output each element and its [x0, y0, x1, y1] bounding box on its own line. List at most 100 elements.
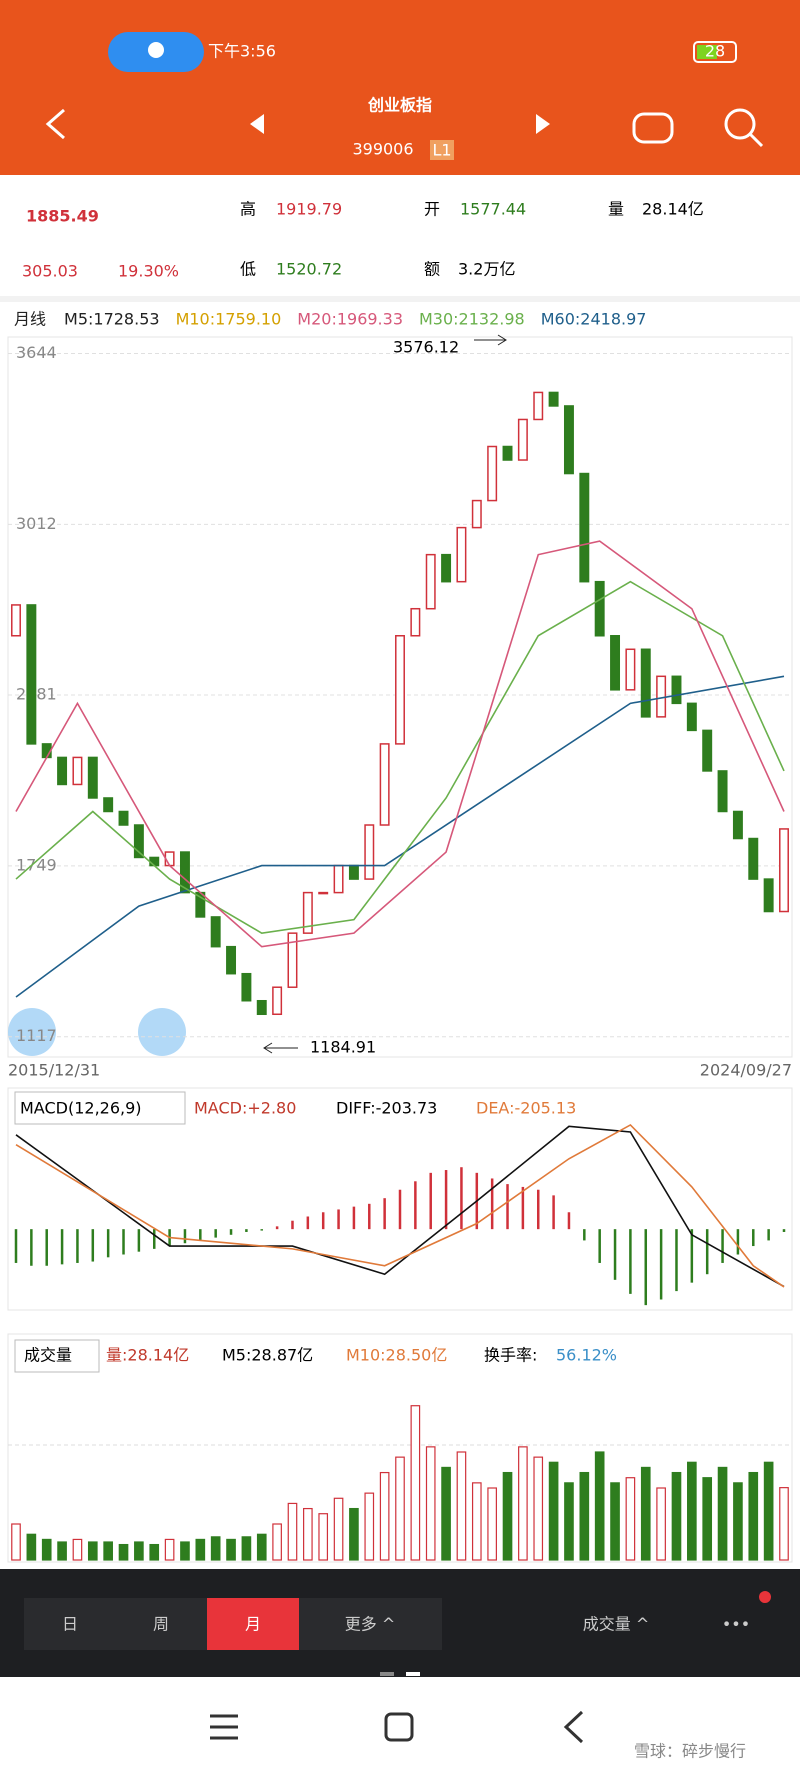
page-dot	[406, 1672, 420, 1676]
candle	[179, 851, 190, 894]
volume-bar	[272, 1523, 282, 1561]
candle	[318, 891, 329, 895]
volume-bar	[748, 1471, 759, 1561]
volume-bar	[303, 1507, 313, 1561]
indicator-button[interactable]: 成交量 ^	[583, 1615, 650, 1634]
y-tick-label: 3644	[16, 343, 57, 362]
volume-bar	[594, 1451, 605, 1561]
volume-label: 量	[608, 200, 624, 219]
ma-legend: M30:2132.98	[419, 310, 525, 329]
tab[interactable]: 月	[245, 1615, 261, 1634]
expand-button[interactable]	[138, 1008, 186, 1056]
candle	[118, 810, 129, 826]
volume-bar	[26, 1533, 37, 1561]
volume-bar	[717, 1466, 728, 1561]
y-tick-label: 1117	[16, 1026, 57, 1045]
tab-selected[interactable]	[207, 1598, 299, 1650]
volume-bar	[779, 1487, 789, 1561]
volume-box[interactable]	[14, 1339, 100, 1373]
low-marker: 1184.91	[310, 1038, 376, 1057]
x-start: 2015/12/31	[8, 1061, 100, 1080]
search-icon[interactable]	[724, 108, 756, 140]
volume-bar	[687, 1461, 697, 1561]
low: 1520.72	[276, 260, 342, 279]
back-button[interactable]	[45, 108, 65, 140]
level: L1	[432, 141, 451, 160]
more-button[interactable]: •••	[722, 1615, 750, 1634]
macd-box[interactable]	[14, 1091, 186, 1125]
dea-line	[15, 1123, 785, 1288]
candle	[149, 856, 160, 867]
ma-line	[15, 675, 785, 998]
candle	[395, 635, 405, 745]
volume-bar	[226, 1538, 236, 1561]
amount: 3.2万亿	[458, 260, 515, 279]
back-nav[interactable]	[563, 1710, 584, 1744]
turnover-label: 换手率:	[484, 1346, 537, 1365]
amount-label: 额	[424, 260, 440, 279]
candle	[563, 405, 574, 475]
candle	[410, 607, 421, 637]
ma-legend: M20:1969.33	[297, 310, 403, 329]
divider	[0, 296, 800, 302]
candle	[364, 824, 375, 880]
menu-button[interactable]	[210, 1714, 238, 1740]
volume-bar	[256, 1533, 267, 1561]
robot-icon[interactable]	[632, 112, 674, 144]
notify-dot	[759, 1591, 771, 1603]
title: 创业板指	[367, 96, 432, 115]
candle	[87, 756, 98, 799]
tab[interactable]: 周	[153, 1615, 169, 1634]
low-label: 低	[240, 260, 256, 279]
location-icon	[148, 42, 164, 58]
candle	[717, 770, 728, 813]
macd-label: MACD(12,26,9)	[20, 1099, 142, 1118]
candle	[533, 391, 544, 421]
turnover: 56.12%	[556, 1346, 617, 1365]
candle	[57, 756, 68, 786]
open: 1577.44	[460, 200, 526, 219]
side-button[interactable]	[8, 1008, 56, 1056]
volume-bar	[180, 1541, 190, 1561]
volume: 28.14亿	[642, 200, 704, 219]
candle	[671, 675, 682, 705]
volume-bar	[763, 1461, 774, 1561]
candle	[610, 635, 621, 691]
volume-bar	[164, 1538, 175, 1561]
battery-text: 28	[705, 42, 725, 61]
candle	[748, 837, 759, 880]
macd-frame	[7, 1087, 793, 1311]
code: 399006	[352, 140, 413, 159]
volume-bar	[702, 1477, 713, 1561]
volume-m10: M10:28.50亿	[346, 1346, 447, 1365]
candle	[517, 418, 528, 461]
candle	[302, 891, 313, 934]
volume-bar	[564, 1482, 574, 1561]
high: 1919.79	[276, 200, 342, 219]
tab[interactable]: 日	[62, 1615, 78, 1634]
volume-bar	[625, 1477, 636, 1561]
volume-bar	[456, 1451, 467, 1561]
diff-value: DIFF:-203.73	[336, 1099, 437, 1118]
diff-line	[15, 1125, 785, 1288]
price-frame	[7, 336, 793, 1058]
open-label: 开	[424, 200, 440, 219]
next-button[interactable]	[536, 114, 550, 134]
candle	[656, 675, 667, 718]
volume-bar	[610, 1482, 620, 1561]
volume-bar	[548, 1461, 559, 1561]
volume-bar	[640, 1466, 651, 1561]
volume-bar	[579, 1471, 590, 1561]
home-button[interactable]	[384, 1712, 414, 1742]
candle	[11, 604, 21, 637]
prev-button[interactable]	[250, 114, 264, 134]
candle	[241, 972, 252, 1002]
tab[interactable]: 更多 ^	[345, 1615, 396, 1634]
ma-line	[15, 540, 785, 948]
candle	[702, 729, 713, 772]
volume-bar	[502, 1471, 513, 1561]
volume-bar	[518, 1446, 528, 1561]
volume-bar	[72, 1538, 83, 1561]
battery	[693, 41, 737, 63]
